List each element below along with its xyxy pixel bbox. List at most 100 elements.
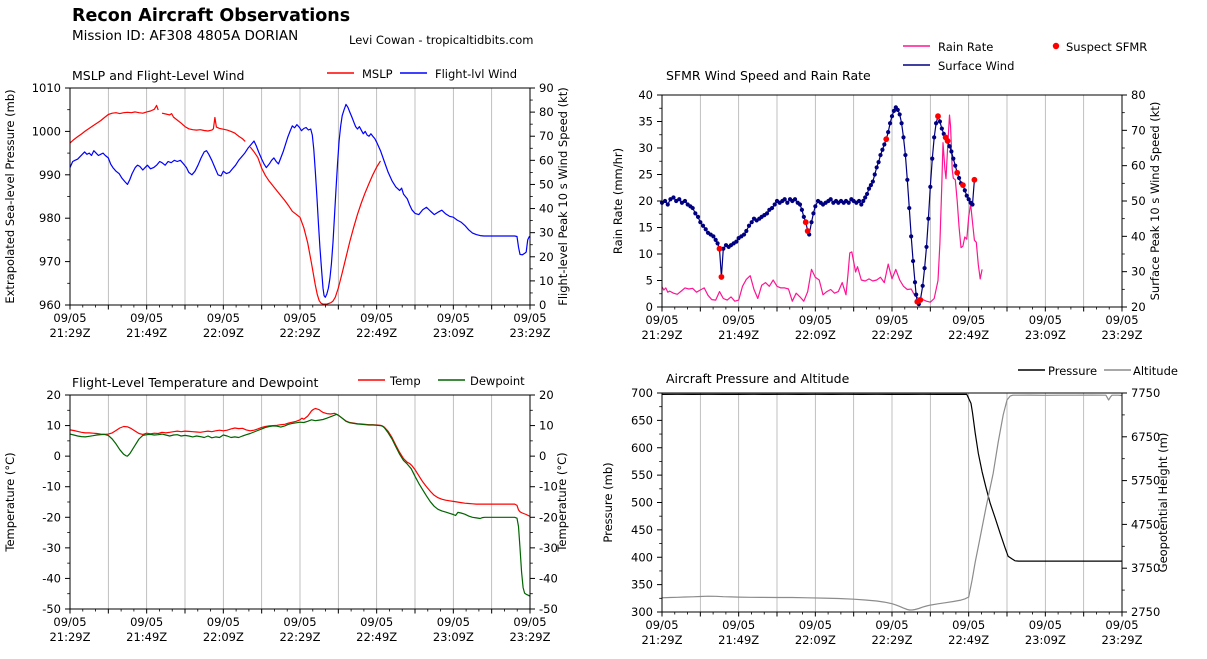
x-tick-date: 09/05	[283, 615, 316, 629]
x-tick-time: 22:49Z	[356, 326, 397, 340]
right-axis-title: Geopotential Height (m)	[1156, 433, 1170, 573]
scatter-point-suspect-sfmr	[917, 297, 924, 303]
y-tick-label: 980	[39, 211, 61, 225]
legend-label: Temp	[389, 374, 421, 388]
y-tick-label: 650	[631, 413, 653, 427]
x-tick-time: 23:09Z	[433, 326, 474, 340]
y-tick-label: 35	[638, 115, 653, 129]
x-tick-time: 22:09Z	[795, 633, 836, 647]
y-tick-label: -50	[42, 602, 61, 616]
x-tick-time: 23:29Z	[509, 326, 550, 340]
page-title: Recon Aircraft Observations	[72, 6, 351, 26]
y-tick-label: -20	[539, 510, 558, 524]
marker-dot	[868, 183, 874, 188]
left-axis-title: Rain Rate (mm/hr)	[611, 148, 625, 254]
mission-id: Mission ID: AF308 4805A DORIAN	[72, 28, 299, 44]
marker-dot	[964, 193, 969, 198]
y-tick-label: -10	[42, 480, 61, 494]
marker-dot	[914, 292, 919, 297]
x-tick-time: 22:09Z	[203, 630, 244, 644]
chart-title: MSLP and Flight-Level Wind	[72, 68, 244, 83]
legend-label: Suspect SFMR	[1066, 40, 1147, 54]
y-tick-label: 700	[631, 386, 653, 400]
marker-dot	[878, 152, 883, 158]
y-tick-label: 10	[46, 419, 61, 433]
marker-dot	[693, 211, 698, 216]
chart-title: SFMR Wind Speed and Rain Rate	[666, 68, 871, 83]
y-tick-label: 970	[39, 255, 61, 269]
marker-dot	[922, 266, 927, 271]
y-tick-label: 50	[539, 177, 554, 191]
marker-dot	[962, 188, 967, 193]
y-tick-label: 500	[631, 496, 653, 510]
y-tick-label: 10	[539, 419, 554, 433]
marker-dot	[907, 205, 912, 211]
marker-dot	[886, 130, 891, 135]
x-tick-date: 09/05	[207, 311, 240, 325]
x-tick-date: 09/05	[952, 618, 985, 632]
legend-label: Pressure	[1048, 364, 1097, 378]
y-tick-label: -40	[539, 571, 558, 585]
marker-dot	[713, 237, 718, 242]
credit-text: Levi Cowan - tropicaltidbits.com	[349, 33, 534, 47]
marker-dot	[870, 179, 875, 184]
marker-dot	[953, 163, 958, 168]
marker-dot	[679, 200, 685, 205]
marker-dot	[861, 198, 866, 204]
x-tick-date: 09/05	[722, 618, 755, 632]
y-tick-label: 350	[631, 578, 653, 592]
marker-dot	[926, 216, 931, 221]
y-tick-label: 10	[638, 247, 653, 261]
left-axis-title: Extrapolated Sea-level Pressure (mb)	[3, 89, 17, 303]
y-tick-label: 3750	[1131, 561, 1160, 575]
legend-label: Rain Rate	[938, 40, 993, 54]
y-tick-label: 450	[631, 523, 653, 537]
chart-mslp-flight-wind: 09/0521:29Z09/0521:49Z09/0522:09Z09/0522…	[3, 67, 570, 340]
x-tick-date: 09/05	[437, 615, 470, 629]
marker-dot	[695, 214, 701, 219]
marker-dot	[932, 135, 937, 140]
marker-dot	[674, 198, 679, 204]
y-tick-label: 90	[539, 81, 554, 95]
marker-dot	[928, 184, 933, 189]
x-tick-date: 09/05	[360, 615, 393, 629]
series-rain-rate	[661, 114, 983, 303]
marker-dot	[947, 144, 952, 149]
x-tick-time: 21:29Z	[49, 326, 90, 340]
y-tick-label: 60	[1131, 159, 1146, 173]
marker-dot	[741, 232, 747, 237]
y-tick-label: 2750	[1131, 605, 1160, 619]
y-tick-label: 400	[631, 550, 653, 564]
y-tick-label: 0	[646, 300, 653, 314]
x-tick-date: 09/05	[1029, 313, 1062, 327]
y-tick-label: 50	[1131, 194, 1146, 208]
y-tick-label: 0	[539, 449, 546, 463]
marker-dot	[910, 258, 916, 264]
marker-dot	[882, 142, 887, 147]
legend-label: Dewpoint	[470, 374, 525, 388]
y-tick-label: -40	[42, 571, 61, 585]
scatter-point-suspect-sfmr	[960, 182, 966, 189]
chart-sfmr-rain: 09/0521:29Z09/0521:49Z09/0522:09Z09/0522…	[611, 40, 1162, 342]
marker-dot	[863, 195, 868, 200]
y-tick-label: 20	[46, 388, 61, 402]
marker-dot	[734, 239, 739, 244]
left-axis-title: Temperature (°C)	[3, 452, 17, 552]
y-tick-label: 60	[539, 153, 554, 167]
marker-dot	[769, 205, 775, 211]
chart-title: Flight-Level Temperature and Dewpoint	[72, 375, 319, 390]
marker-dot	[721, 246, 726, 251]
x-tick-date: 09/05	[283, 311, 316, 325]
x-tick-time: 23:29Z	[509, 630, 550, 644]
scatter-point-suspect-sfmr	[971, 176, 978, 183]
y-tick-label: 1010	[32, 81, 61, 95]
x-tick-time: 22:49Z	[948, 328, 989, 342]
y-tick-label: -10	[539, 480, 558, 494]
marker-dot	[930, 156, 935, 161]
y-tick-label: 300	[631, 605, 653, 619]
marker-dot	[682, 198, 688, 204]
series-surface-wind	[661, 106, 975, 305]
x-tick-date: 09/05	[207, 615, 240, 629]
marker-dot	[887, 121, 893, 126]
